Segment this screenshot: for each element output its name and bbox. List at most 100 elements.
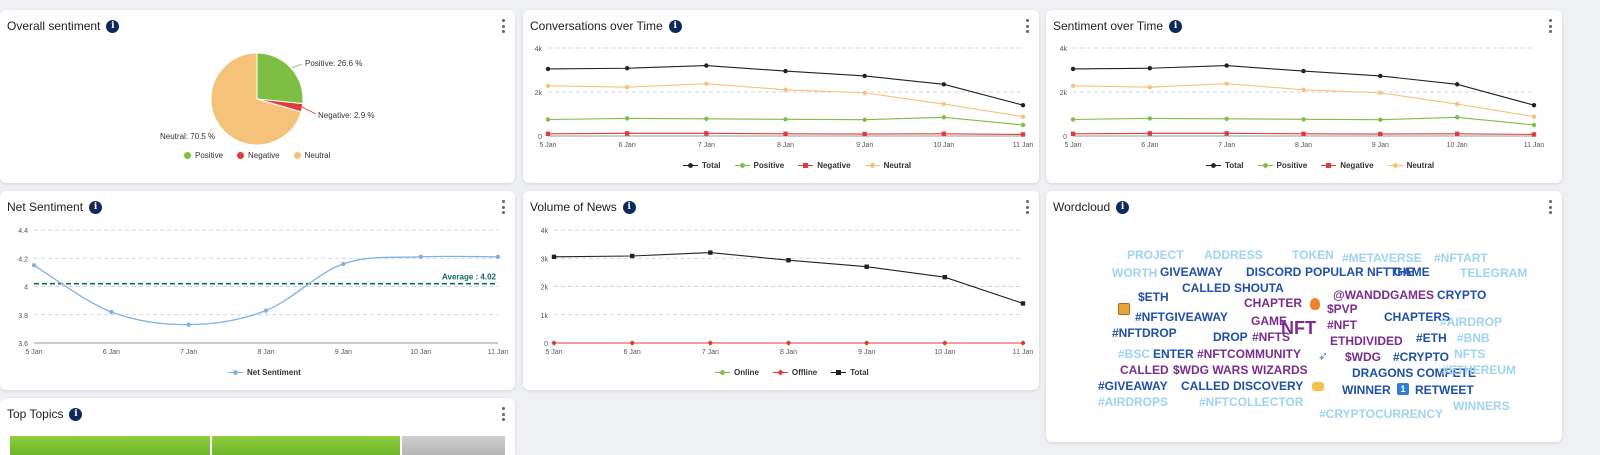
legend-net-sentiment[interactable]: Net Sentiment [228, 368, 301, 377]
legend-total[interactable]: Total [831, 368, 869, 377]
wordcloud-word[interactable]: NFT [1281, 318, 1316, 338]
wordcloud-word[interactable]: $WDG WARS WIZARDS [1173, 363, 1308, 377]
legend-total[interactable]: Total [1206, 161, 1244, 170]
legend-positive[interactable]: Positive [1257, 161, 1307, 170]
wordcloud-word[interactable]: ADDRESS [1204, 248, 1263, 262]
wordcloud-word[interactable]: $ETH [1138, 290, 1169, 304]
x-tick-label: 9 Jan [856, 142, 873, 149]
kebab-menu-icon[interactable] [501, 407, 505, 421]
info-icon[interactable]: i [89, 200, 103, 214]
wordcloud-word[interactable]: #NFTGIVEAWAY [1135, 310, 1228, 324]
legend-neutral[interactable]: Neutral [864, 161, 911, 170]
volume-news-chart: 0 1k 2k 3k 4k 5 Jan 6 Jan 7 Jan 8 Jan 9 Jan 10 Jan… [541, 228, 1034, 356]
kebab-menu-icon[interactable] [501, 19, 505, 33]
legend-negative[interactable]: Negative [1321, 161, 1374, 170]
card-title: Sentiment over Time [1053, 19, 1164, 33]
wordcloud-word[interactable]: NFTS [1454, 347, 1486, 361]
wordcloud-word[interactable]: DISCORD [1246, 265, 1302, 279]
wordcloud-word[interactable]: #NFTART [1434, 251, 1488, 265]
wordcloud: PROJECT ADDRESS TOKEN #METAVERSE #NFTART WORT… [1046, 191, 1562, 442]
wordcloud-word[interactable]: #GIVEAWAY [1098, 379, 1168, 393]
info-icon[interactable]: i [668, 19, 682, 33]
wordcloud-word[interactable]: #NFTDROP [1112, 326, 1177, 340]
wordcloud-word[interactable]: $PVP [1327, 302, 1358, 316]
net-sentiment-legend: Net Sentiment [228, 368, 301, 377]
kebab-menu-icon[interactable] [1025, 19, 1029, 33]
wordcloud-word[interactable]: DROP [1213, 330, 1248, 344]
y-tick-label: 4k [1060, 46, 1068, 53]
wordcloud-word[interactable]: #NFT [1327, 318, 1357, 332]
info-icon[interactable]: i [106, 19, 120, 33]
wordcloud-word[interactable]: #ETHEREUM [1442, 363, 1517, 377]
kebab-menu-icon[interactable] [1548, 19, 1552, 33]
legend-negative[interactable]: Negative [798, 161, 851, 170]
kebab-menu-icon[interactable] [501, 200, 505, 214]
wordcloud-word[interactable]: DRAGONS COMPETE [1352, 366, 1477, 380]
wordcloud-word[interactable]: POPULAR NFT GAME [1305, 265, 1430, 279]
wordcloud-word[interactable]: ETHDIVIDED [1330, 334, 1403, 348]
wordcloud-word[interactable]: CRYPTO [1437, 288, 1487, 302]
wordcloud-word[interactable]: TOKEN [1292, 248, 1334, 262]
legend-positive[interactable]: Positive [734, 161, 784, 170]
wordcloud-word[interactable]: $WDG [1345, 350, 1381, 364]
wordcloud-word[interactable]: WINNERS [1453, 399, 1510, 413]
info-icon[interactable]: i [69, 407, 83, 421]
wordcloud-word[interactable]: #CRYPTO [1393, 350, 1450, 364]
wordcloud-word[interactable]: RETWEET [1415, 383, 1474, 397]
data-point-positive [1147, 116, 1153, 121]
wordcloud-word[interactable]: CHAPTERS [1384, 310, 1451, 324]
legend-dot [237, 152, 245, 159]
wordcloud-word[interactable]: #NFTCOLLECTOR [1199, 395, 1304, 409]
wordcloud-word[interactable]: GAME [1251, 314, 1287, 328]
pie-connector [291, 63, 303, 69]
legend-total[interactable]: Total [683, 161, 721, 170]
wordcloud-word[interactable]: #NFTCOMMUNITY [1197, 347, 1301, 361]
wordcloud-word[interactable]: #BSC [1118, 347, 1151, 361]
wordcloud-word[interactable]: THE [1390, 265, 1414, 279]
legend-neutral[interactable]: Neutral [1387, 161, 1434, 170]
legend-online[interactable]: Online [715, 368, 759, 377]
wordcloud-word[interactable]: GIVEAWAY [1160, 265, 1223, 279]
conversations-card: Conversations over Time i 0 2k 4k 5 Jan 6 Ja… [523, 10, 1039, 183]
wordcloud-word[interactable]: WORTH [1112, 266, 1158, 280]
y-tick-label: 3.6 [18, 341, 28, 348]
info-icon[interactable]: i [622, 200, 636, 214]
info-icon[interactable]: i [1116, 200, 1130, 214]
legend-offline[interactable]: Offline [772, 368, 817, 377]
wordcloud-word[interactable]: #METAVERSE [1342, 251, 1422, 265]
card-title: Net Sentiment [7, 200, 84, 214]
topic-block[interactable] [212, 436, 400, 455]
topic-block[interactable] [402, 436, 505, 455]
legend-neutral[interactable]: Neutral [293, 151, 330, 160]
wordcloud-word[interactable]: TELEGRAM [1460, 266, 1528, 280]
volume-news-legend: Online Offline Total [715, 368, 869, 377]
topic-block[interactable] [10, 436, 210, 455]
legend-negative[interactable]: Negative [237, 151, 280, 160]
x-tick-label: 6 Jan [1141, 142, 1158, 149]
wordcloud-word[interactable]: CALLED [1120, 363, 1169, 377]
wordcloud-word[interactable]: #ETH [1416, 331, 1447, 345]
kebab-menu-icon[interactable] [1548, 200, 1552, 214]
wordcloud-word[interactable]: WINNER [1342, 383, 1391, 397]
y-tick-label: 4.2 [18, 256, 28, 263]
wordcloud-word[interactable]: PROJECT [1127, 248, 1184, 262]
kebab-menu-icon[interactable] [1025, 200, 1029, 214]
wordcloud-word[interactable]: CHAPTER [1244, 296, 1303, 310]
wordcloud-word[interactable]: #AIRDROPS [1098, 395, 1169, 409]
wordcloud-word[interactable]: ENTER [1153, 347, 1194, 361]
legend-positive[interactable]: Positive [184, 151, 223, 160]
wordcloud-word[interactable]: #BNB [1457, 331, 1490, 345]
sentiment-time-card: Sentiment over Time i 0 2k 4k 5 Jan 6 Jan 7 J… [1046, 10, 1562, 183]
x-tick-label: 8 Jan [777, 142, 794, 149]
wordcloud-word[interactable]: CALLED DISCOVERY [1181, 379, 1304, 393]
info-icon[interactable]: i [1169, 19, 1183, 33]
card-header: Conversations over Time i [530, 19, 682, 33]
wordcloud-word[interactable]: CALLED SHOUTA [1182, 281, 1284, 295]
wordcloud-word[interactable]: #AIRDROP [1440, 315, 1503, 329]
wordcloud-word[interactable]: @WANDDGAMES [1333, 288, 1435, 302]
overall-sentiment-card: Overall sentiment i Positive: 26.6 % Nega… [0, 10, 515, 183]
data-point-total [1147, 66, 1153, 71]
wordcloud-word[interactable]: #NFTS [1252, 330, 1291, 344]
x-tick-label: 10 Jan [934, 349, 955, 356]
wordcloud-word[interactable]: #CRYPTOCURRENCY [1319, 407, 1444, 421]
